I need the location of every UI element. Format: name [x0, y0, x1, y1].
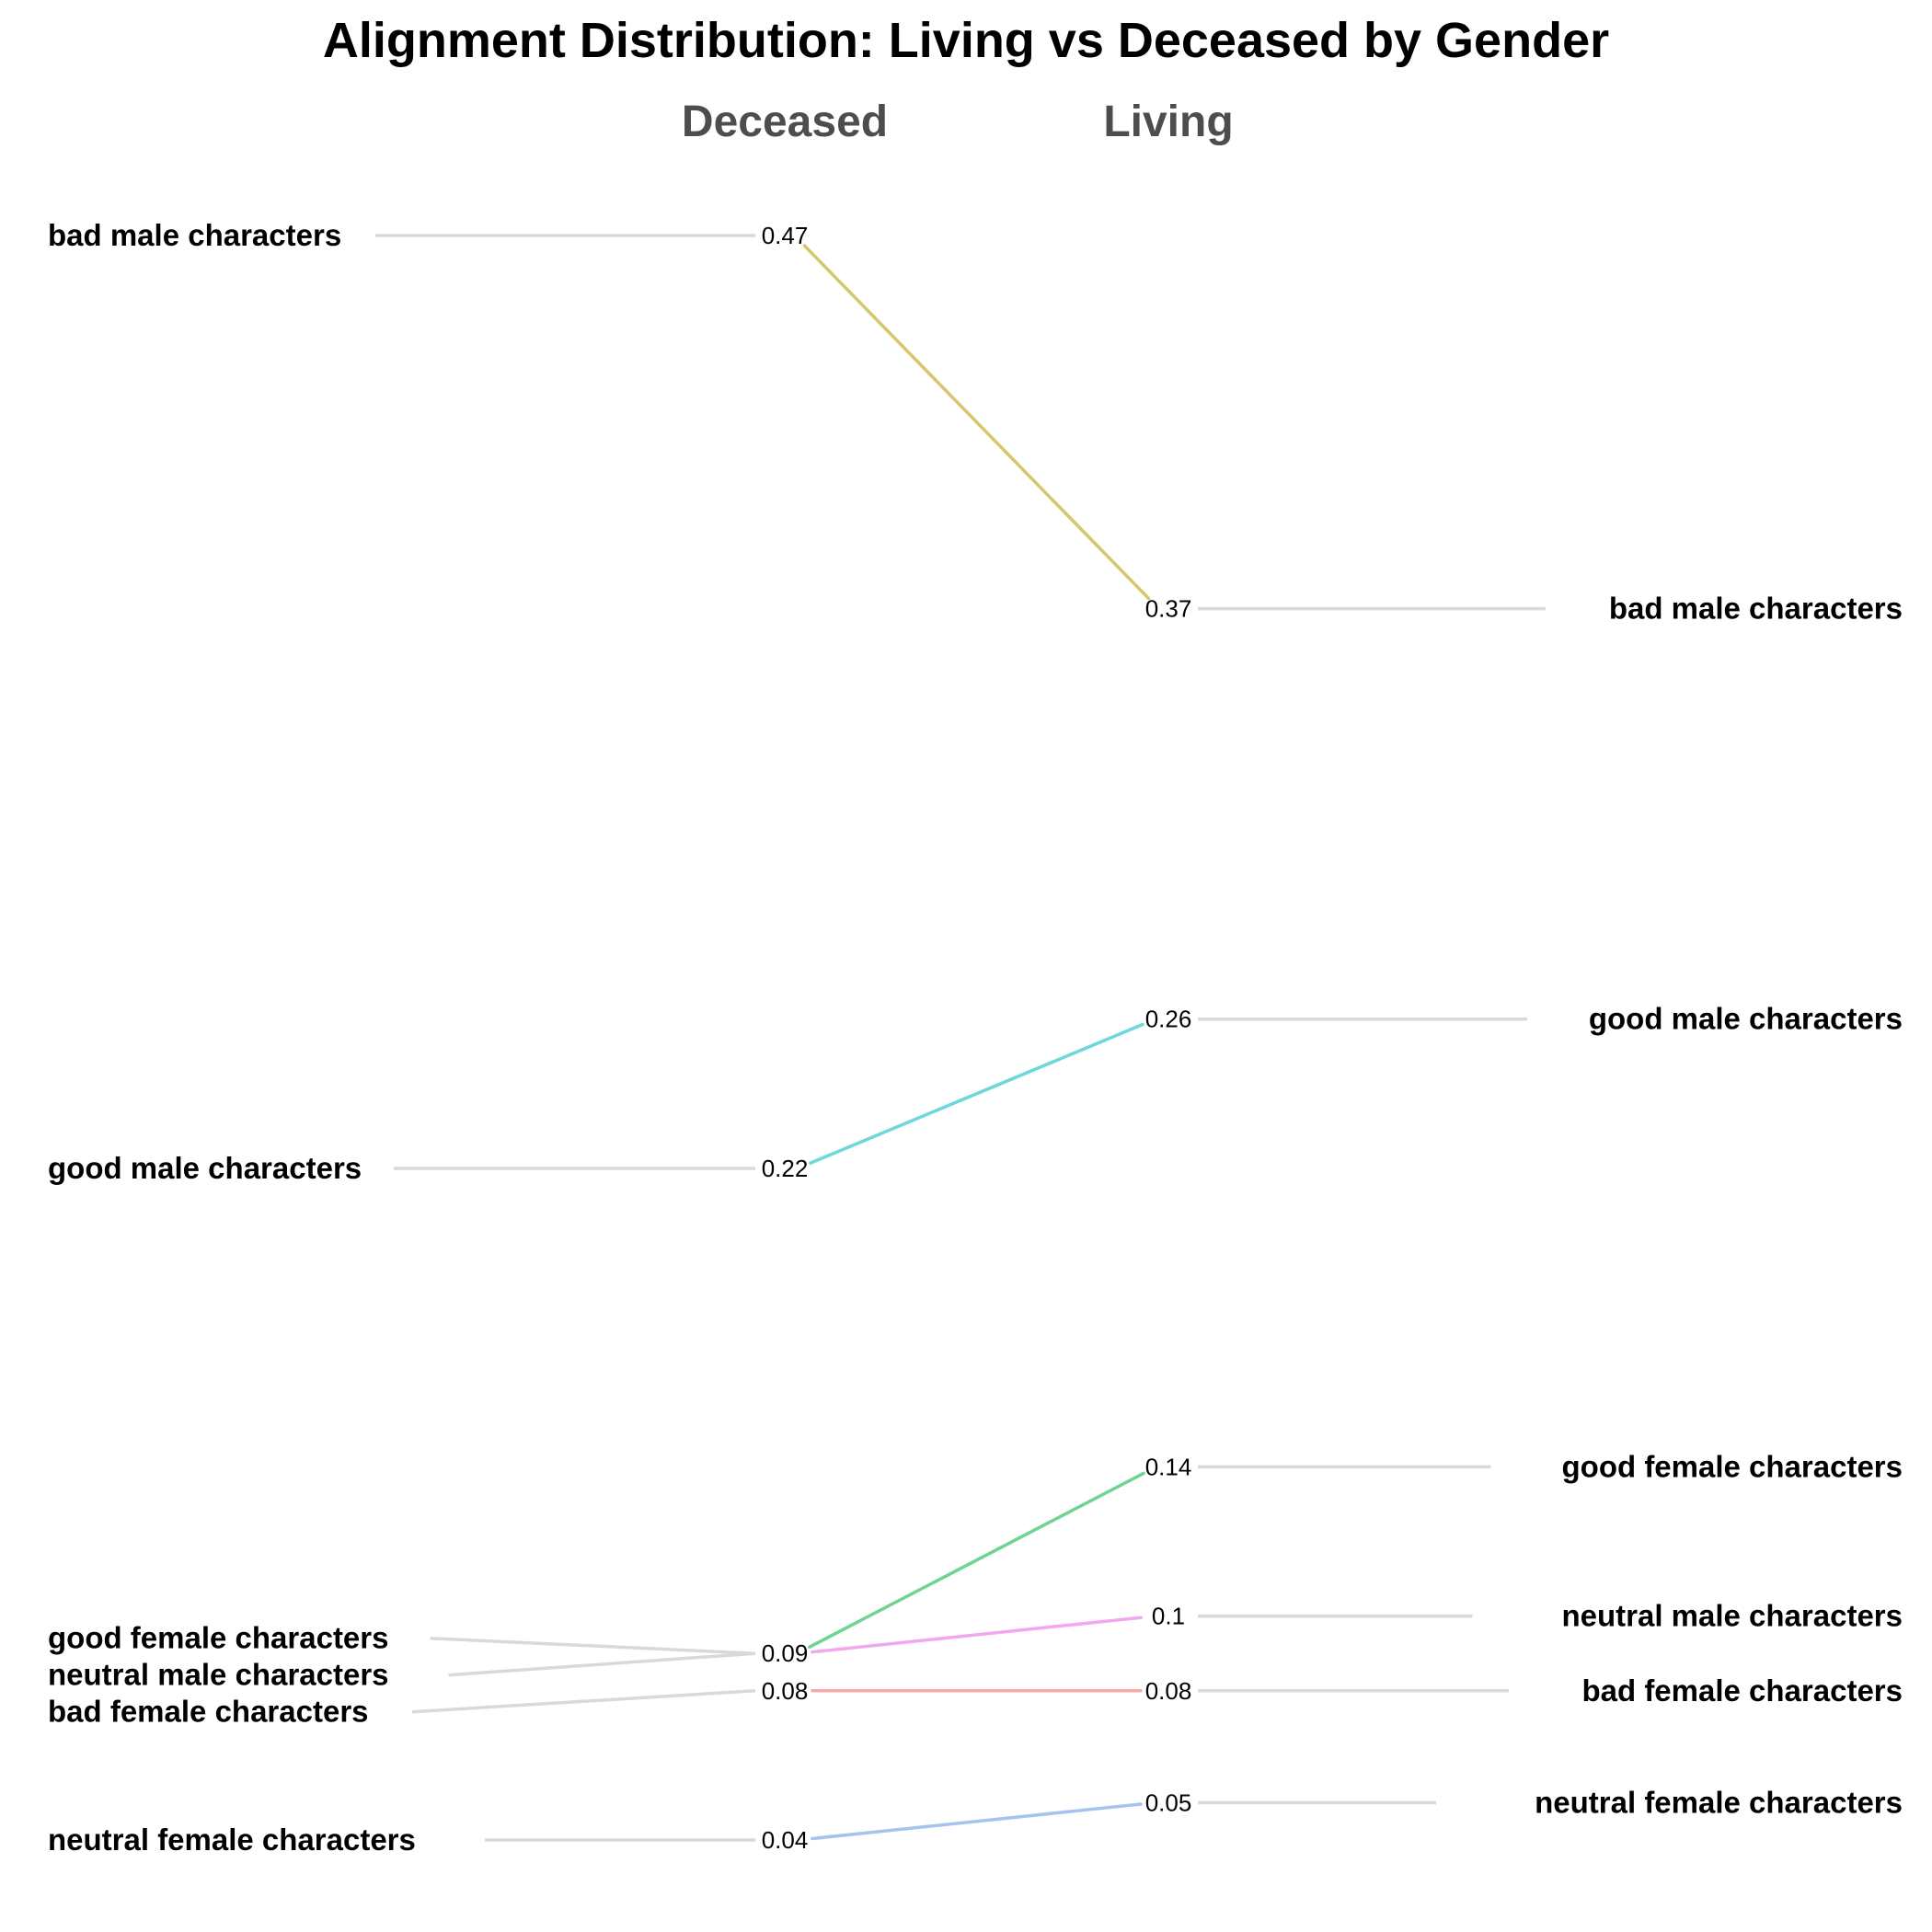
- slope-line-good-male-characters: [809, 1022, 1144, 1165]
- right-label-neutral-male-characters: neutral male characters: [1561, 1599, 1903, 1633]
- left-label-bad-female-characters: bad female characters: [48, 1695, 369, 1729]
- slope-line-bad-male-characters: [802, 244, 1151, 601]
- slope-line-neutral-male-characters: [811, 1616, 1143, 1654]
- value-label-living-0-14: 0.14: [1145, 1453, 1192, 1480]
- value-label-living-0-26: 0.26: [1145, 1006, 1192, 1033]
- connector-left-good-female-characters: [430, 1636, 756, 1655]
- value-label-deceased-0-09: 0.09: [762, 1639, 809, 1667]
- left-label-neutral-female-characters: neutral female characters: [48, 1823, 416, 1857]
- right-label-bad-male-characters: bad male characters: [1609, 592, 1903, 626]
- value-label-living-0-05: 0.05: [1145, 1788, 1192, 1816]
- column-header-deceased: Deceased: [682, 98, 888, 146]
- connector-left-bad-female-characters: [411, 1689, 756, 1714]
- right-label-good-male-characters: good male characters: [1589, 1002, 1903, 1036]
- chart-title: Alignment Distribution: Living vs Deceas…: [323, 13, 1609, 68]
- value-label-deceased-0-22: 0.22: [762, 1155, 809, 1182]
- left-label-good-female-characters: good female characters: [48, 1621, 388, 1655]
- left-label-neutral-male-characters: neutral male characters: [48, 1658, 389, 1692]
- value-label-living-0-1: 0.1: [1152, 1603, 1185, 1630]
- connector-left-neutral-male-characters: [448, 1651, 756, 1677]
- slope-line-good-female-characters: [808, 1471, 1145, 1649]
- value-label-deceased-0-08: 0.08: [762, 1677, 809, 1705]
- value-label-deceased-0-04: 0.04: [762, 1826, 809, 1854]
- right-label-neutral-female-characters: neutral female characters: [1535, 1785, 1903, 1819]
- left-label-good-male-characters: good male characters: [48, 1151, 362, 1185]
- right-label-good-female-characters: good female characters: [1562, 1449, 1903, 1483]
- left-label-bad-male-characters: bad male characters: [48, 218, 341, 252]
- value-label-living-0-08: 0.08: [1145, 1677, 1192, 1705]
- column-header-living: Living: [1103, 98, 1233, 146]
- slope-line-neutral-female-characters: [811, 1802, 1143, 1841]
- value-label-deceased-0-47: 0.47: [762, 222, 809, 249]
- chart-marks: bad male characters bad male characters go…: [48, 218, 1903, 1857]
- value-label-living-0-37: 0.37: [1145, 595, 1192, 623]
- right-label-bad-female-characters: bad female characters: [1581, 1673, 1903, 1708]
